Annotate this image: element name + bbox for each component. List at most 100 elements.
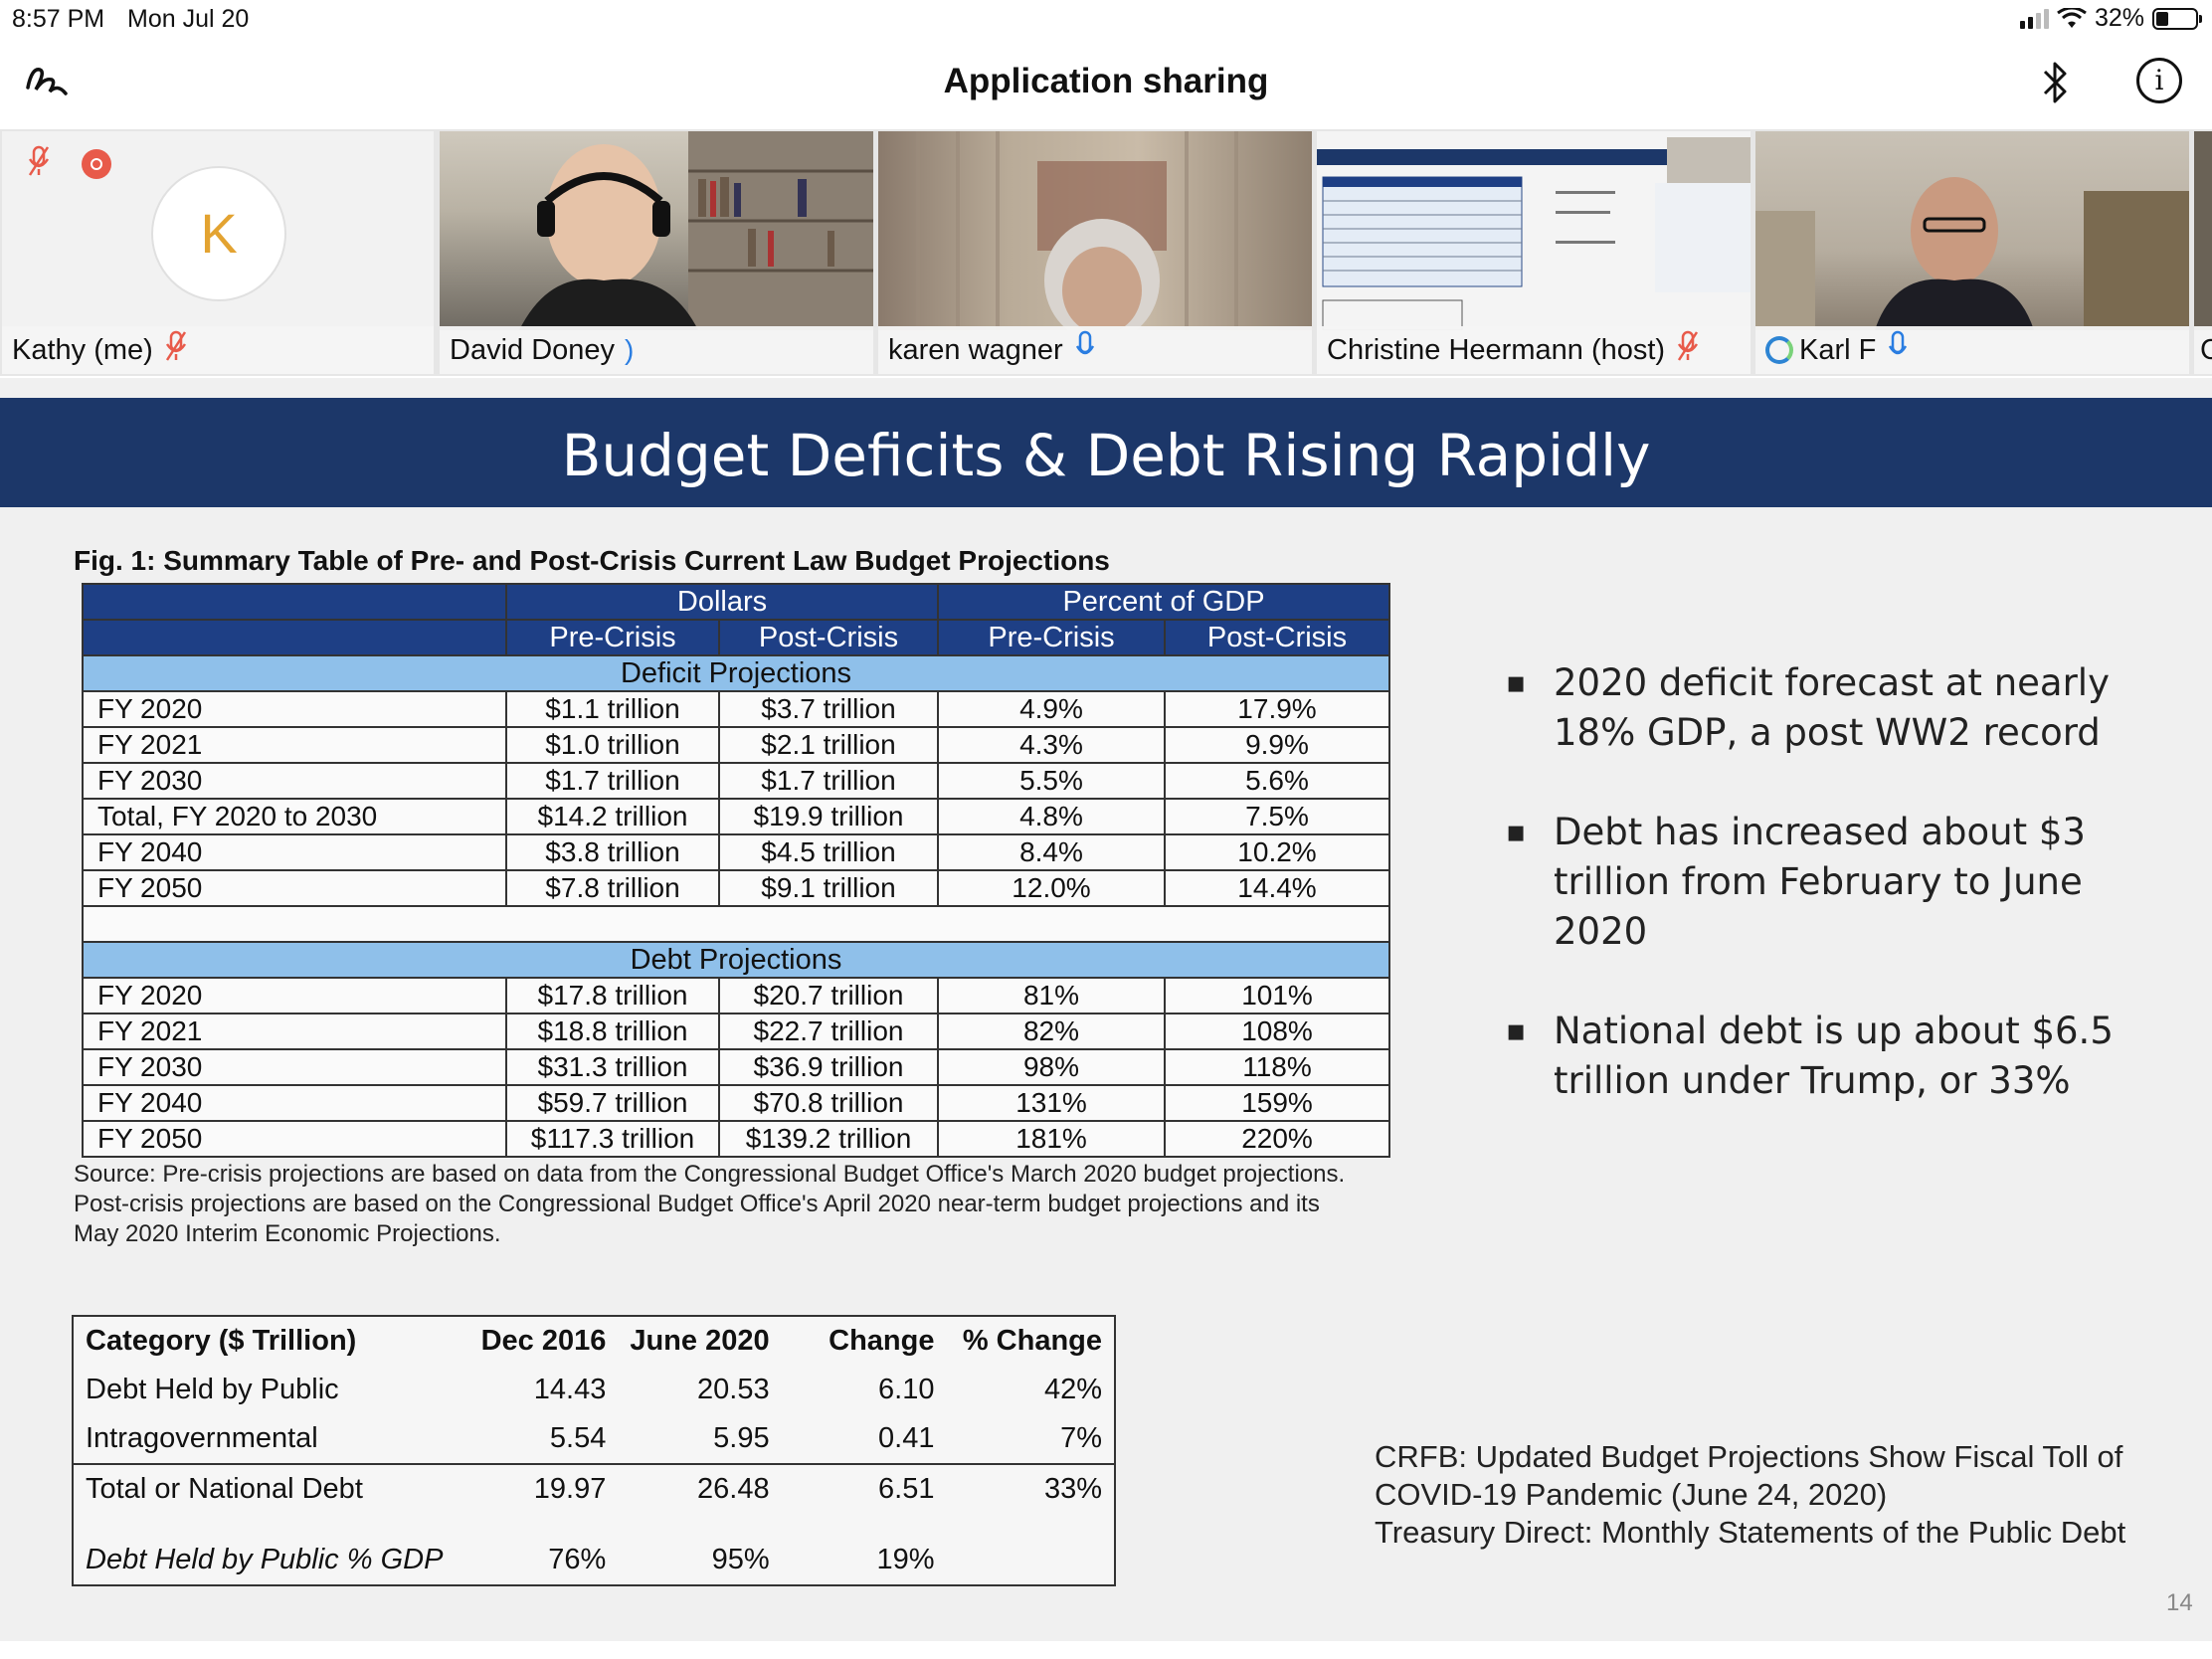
table-cell: 6.51	[878, 1473, 935, 1505]
shared-screen-thumbnail	[1317, 131, 1751, 331]
table-cell: FY 2020	[82, 690, 507, 728]
table-cell: 81%	[937, 977, 1166, 1014]
table-row: FY 2040 $3.8 trillion $4.5 trillion 8.4% 10.…	[82, 833, 1390, 871]
table-cell	[946, 1536, 1115, 1585]
figure-caption: Fig. 1: Summary Table of Pre- and Post-C…	[74, 545, 1110, 576]
table-cell: 6.10	[878, 1374, 935, 1405]
table-cell: Debt Held by Public % GDP	[86, 1544, 444, 1575]
table-row: FY 2020 $17.8 trillion $20.7 trillion 81% 10…	[82, 977, 1390, 1014]
table-header-cell: Pre-Crisis	[505, 619, 720, 656]
table-cell: 4.8%	[937, 798, 1166, 835]
table-cell: $139.2 trillion	[718, 1120, 939, 1158]
table-cell: Intragovernmental	[73, 1414, 469, 1465]
participant-tile[interactable]: K Kathy (me)	[2, 131, 434, 374]
app-header: Application sharing i	[0, 42, 2212, 127]
table-header-row: Category ($ Trillion) Dec 2016 June 2020…	[73, 1316, 1115, 1366]
table-cell: $20.7 trillion	[718, 977, 939, 1014]
cellular-signal-icon	[2019, 8, 2049, 29]
status-time: 8:57 PM	[12, 5, 105, 33]
participant-tile[interactable]: Christine Heermann (host)	[1317, 131, 1751, 374]
table-cell: $3.7 trillion	[718, 690, 939, 728]
table-cell: 5.54	[468, 1414, 619, 1465]
table-cell: $2.1 trillion	[718, 726, 939, 764]
participant-namebar: C	[2194, 326, 2212, 374]
participant-tile[interactable]: C	[2194, 131, 2212, 374]
table-cell: FY 2021	[82, 726, 507, 764]
table-cell: $3.8 trillion	[505, 833, 720, 871]
table-header-cell	[82, 619, 507, 656]
source-line: Treasury Direct: Monthly Statements of t…	[1375, 1515, 2126, 1550]
table-cell: $117.3 trillion	[505, 1120, 720, 1158]
annotate-icon[interactable]	[22, 60, 74, 99]
table-header-cell	[82, 583, 507, 621]
table-cell: $1.0 trillion	[505, 726, 720, 764]
mic-muted-icon	[28, 145, 50, 182]
shared-slide: Budget Deficits & Debt Rising Rapidly Fi…	[0, 378, 2212, 1641]
participant-name: Christine Heermann (host)	[1327, 333, 1666, 366]
table-row: FY 2020 $1.1 trillion $3.7 trillion 4.9% 17.…	[82, 690, 1390, 728]
table-cell: 42%	[1043, 1374, 1102, 1405]
status-bar: 8:57 PM Mon Jul 20 32%	[0, 0, 2212, 40]
table-cell: FY 2040	[82, 1084, 507, 1122]
source-note: Source: Pre-crisis projections are based…	[74, 1161, 1346, 1247]
table-row: FY 2021 $18.8 trillion $22.7 trillion 82% 10…	[82, 1013, 1390, 1050]
table-cell: 7%	[946, 1414, 1115, 1465]
table-cell: $36.9 trillion	[718, 1048, 939, 1086]
table-section-row: Deficit Projections	[82, 654, 1390, 692]
participant-name: Karl F	[1799, 333, 1877, 366]
table-cell: 9.9%	[1164, 726, 1390, 764]
table-header-cell: Category ($ Trillion)	[86, 1325, 357, 1357]
slide-page-number: 14	[2166, 1589, 2193, 1616]
projection-table: Dollars Percent of GDP Pre-Crisis Post-C…	[82, 583, 1390, 1158]
table-cell: FY 2030	[82, 1048, 507, 1086]
table-header-cell: Post-Crisis	[718, 619, 939, 656]
sources-note: CRFB: Updated Budget Projections Show Fi…	[1375, 1438, 2190, 1552]
table-cell: 159%	[1164, 1084, 1390, 1122]
table-header-cell: Percent of GDP	[937, 583, 1390, 621]
table-header-cell: Post-Crisis	[1164, 619, 1390, 656]
table-cell: $7.8 trillion	[505, 869, 720, 907]
table-cell: FY 2021	[82, 1013, 507, 1050]
table-cell: $19.9 trillion	[718, 798, 939, 835]
status-date: Mon Jul 20	[127, 5, 250, 33]
table-cell: FY 2030	[82, 762, 507, 800]
table-header-cell: Pre-Crisis	[937, 619, 1166, 656]
table-cell: 4.9%	[937, 690, 1166, 728]
mic-icon	[1888, 330, 1908, 370]
table-cell: 19.97	[533, 1473, 607, 1505]
table-cell: 10.2%	[1164, 833, 1390, 871]
table-cell: 26.48	[697, 1473, 770, 1505]
participant-name: Kathy (me)	[12, 333, 153, 366]
info-icon[interactable]: i	[2136, 58, 2182, 103]
table-row: Debt Held by Public % GDP 76% 95% 19%	[73, 1536, 1115, 1585]
slide-title: Budget Deficits & Debt Rising Rapidly	[561, 422, 1651, 489]
source-line: CRFB: Updated Budget Projections Show Fi…	[1375, 1439, 2123, 1512]
participant-video	[878, 131, 1312, 342]
mic-muted-icon	[1677, 330, 1699, 370]
table-cell: 101%	[1164, 977, 1390, 1014]
participant-namebar: karen wagner	[878, 326, 1312, 374]
table-cell: Total or National Debt	[86, 1473, 363, 1505]
mic-icon	[1075, 330, 1095, 370]
table-cell: 17.9%	[1164, 690, 1390, 728]
table-header-row: Dollars Percent of GDP	[82, 583, 1390, 621]
table-cell: FY 2040	[82, 833, 507, 871]
table-subheader-row: Pre-Crisis Post-Crisis Pre-Crisis Post-C…	[82, 619, 1390, 656]
speaking-indicator-icon: )	[625, 334, 635, 365]
participant-namebar: Christine Heermann (host)	[1317, 326, 1751, 374]
table-row: FY 2030 $31.3 trillion $36.9 trillion 98% 11…	[82, 1048, 1390, 1086]
page-title: Application sharing	[943, 62, 1269, 100]
bullet-list: 2020 deficit forecast at nearly 18% GDP,…	[1506, 658, 2126, 1156]
bluetooth-icon[interactable]	[2041, 60, 2071, 105]
participant-tile[interactable]: Karl F	[1755, 131, 2189, 374]
participant-name: C	[2200, 333, 2212, 366]
participant-tile[interactable]: karen wagner	[878, 131, 1312, 374]
debt-summary-table: Category ($ Trillion) Dec 2016 June 2020…	[72, 1315, 1116, 1586]
table-row: FY 2050 $7.8 trillion $9.1 trillion 12.0% 14…	[82, 869, 1390, 907]
table-cell	[82, 905, 1390, 943]
participant-tile[interactable]: David Doney )	[440, 131, 873, 374]
table-spacer-row	[82, 905, 1390, 943]
table-cell: FY 2020	[82, 977, 507, 1014]
table-row: FY 2030 $1.7 trillion $1.7 trillion 5.5% 5.6…	[82, 762, 1390, 800]
table-cell: 118%	[1164, 1048, 1390, 1086]
